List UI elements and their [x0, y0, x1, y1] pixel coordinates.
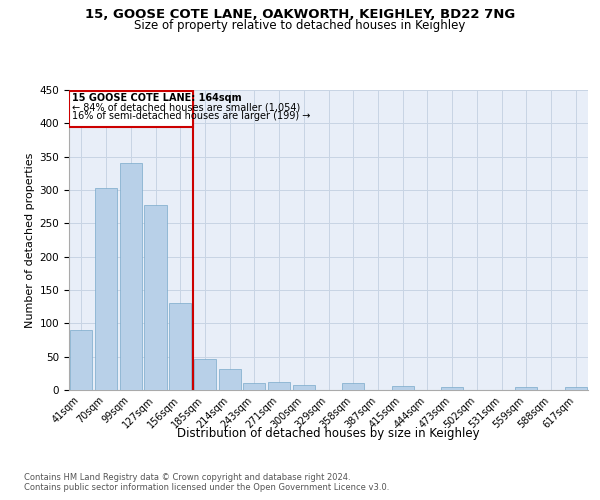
Text: Contains HM Land Registry data © Crown copyright and database right 2024.: Contains HM Land Registry data © Crown c… [24, 472, 350, 482]
Bar [268, 382, 290, 390]
Bar [515, 386, 538, 390]
Bar [441, 388, 463, 390]
Bar [565, 388, 587, 390]
Bar [169, 304, 191, 390]
Y-axis label: Number of detached properties: Number of detached properties [25, 152, 35, 328]
Bar [145, 204, 167, 390]
Bar [392, 386, 414, 390]
Bar [293, 386, 315, 390]
Bar [194, 358, 216, 390]
Text: ← 84% of detached houses are smaller (1,054): ← 84% of detached houses are smaller (1,… [72, 102, 300, 112]
Text: 15 GOOSE COTE LANE: 164sqm: 15 GOOSE COTE LANE: 164sqm [72, 94, 242, 104]
Bar [243, 384, 265, 390]
Bar [218, 370, 241, 390]
Bar [95, 188, 117, 390]
Bar [119, 164, 142, 390]
FancyBboxPatch shape [69, 92, 193, 126]
Bar [70, 330, 92, 390]
Text: Distribution of detached houses by size in Keighley: Distribution of detached houses by size … [178, 428, 480, 440]
Text: 16% of semi-detached houses are larger (199) →: 16% of semi-detached houses are larger (… [72, 110, 310, 120]
Text: 15, GOOSE COTE LANE, OAKWORTH, KEIGHLEY, BD22 7NG: 15, GOOSE COTE LANE, OAKWORTH, KEIGHLEY,… [85, 8, 515, 20]
Text: Contains public sector information licensed under the Open Government Licence v3: Contains public sector information licen… [24, 484, 389, 492]
Bar [342, 384, 364, 390]
Text: Size of property relative to detached houses in Keighley: Size of property relative to detached ho… [134, 19, 466, 32]
